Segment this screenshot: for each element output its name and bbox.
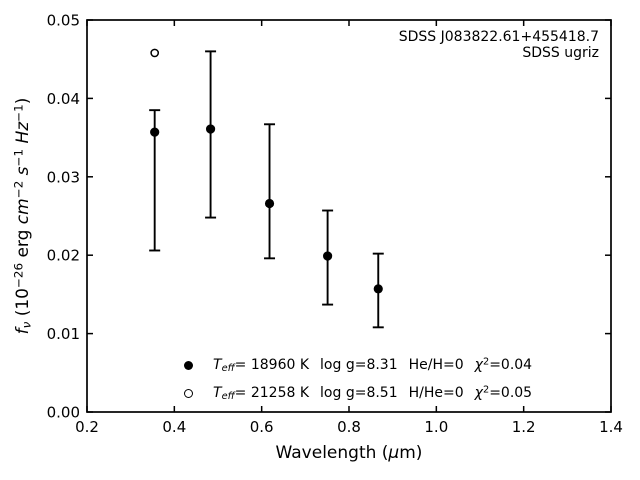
ylabel-cm-exponent: −2 [11,180,26,199]
y-axis-label: fν (10−26 erg cm−2 s−1 Hz−1) [10,16,36,416]
legend-marker-box [183,388,193,398]
teff-subscript: eff [221,390,235,402]
logg-value: log g=8.31 [320,357,398,373]
ylabel-cm: cm [13,198,33,225]
xlabel-mu-symbol: μ [388,443,400,463]
ylabel-power-exponent: −26 [11,262,26,289]
chi-exponent: 2 [482,384,490,396]
abundance-ratio: He/H=0 [408,357,464,373]
ylabel-s-exponent: −1 [11,148,26,167]
data-point-filled-circle [150,127,160,137]
data-point-filled-circle [323,251,333,261]
object-annotation: SDSS J083822.61+455418.7 SDSS ugriz [399,29,599,61]
chi-squared: χ2=0.04 [475,357,532,373]
ylabel-erg: erg [13,224,33,263]
chi-value: =0.04 [489,357,533,373]
y-tick-label: 0.04 [47,90,80,108]
legend-entry-solution-1: Teff= 18960 K log g=8.31 He/H=0 χ2=0.04 [183,351,532,379]
x-tick-label: 0.6 [250,418,274,436]
data-point-open-circle [150,48,160,58]
xlabel-text: Wavelength ( [275,443,389,463]
x-axis-label: Wavelength (μm) [87,443,611,463]
ylabel-units-close: ) [13,97,33,105]
x-tick-label: 1.4 [599,418,623,436]
ylabel-hz: Hz [13,121,33,149]
chi-symbol: χ [474,357,483,373]
ylabel-flux-symbol: f [13,328,33,335]
x-tick-label: 1.0 [424,418,448,436]
teff-symbol: T [213,385,222,401]
ylabel-s: s [13,166,33,181]
legend-text-solution-1: Teff= 18960 K log g=8.31 He/H=0 χ2=0.04 [213,357,532,373]
y-tick-label: 0.00 [47,404,80,422]
object-id-text: SDSS J083822.61+455418.7 [398,29,599,45]
legend-marker-box [183,360,193,370]
ylabel-flux-subscript: ν [19,321,34,329]
x-tick-label: 0.8 [337,418,361,436]
data-point-filled-circle [264,198,275,209]
ylabel-units-open: (10 [13,288,33,322]
filled-circle-icon [183,360,193,370]
x-tick-label: 1.2 [512,418,536,436]
ylabel-hz-exponent: −1 [11,104,26,122]
abundance-ratio: H/He=0 [408,385,464,401]
teff-symbol: T [213,357,222,373]
x-tick-label: 0.2 [75,418,99,436]
teff-subscript: eff [221,362,235,374]
data-point-filled-circle [205,124,216,134]
data-point-filled-circle [373,284,383,294]
logg-value: log g=8.51 [320,385,398,401]
y-tick-label: 0.05 [47,12,80,30]
chi-exponent: 2 [482,356,490,368]
photometry-source-text: SDSS ugriz [522,45,599,61]
chi-value: =0.05 [489,385,533,401]
y-tick-label: 0.01 [47,325,80,343]
chi-symbol: χ [474,385,483,401]
teff-value: = 18960 K [234,357,310,373]
legend-text-solution-2: Teff= 21258 K log g=8.51 H/He=0 χ2=0.05 [213,385,532,401]
chi-squared: χ2=0.05 [475,385,532,401]
x-tick-label: 0.4 [162,418,186,436]
y-tick-label: 0.03 [47,168,80,186]
teff-value: = 21258 K [234,385,310,401]
open-circle-icon [183,388,193,398]
y-tick-label: 0.02 [47,247,80,265]
legend-entry-solution-2: Teff= 21258 K log g=8.51 H/He=0 χ2=0.05 [183,379,532,407]
xlabel-unit: m) [399,443,423,463]
